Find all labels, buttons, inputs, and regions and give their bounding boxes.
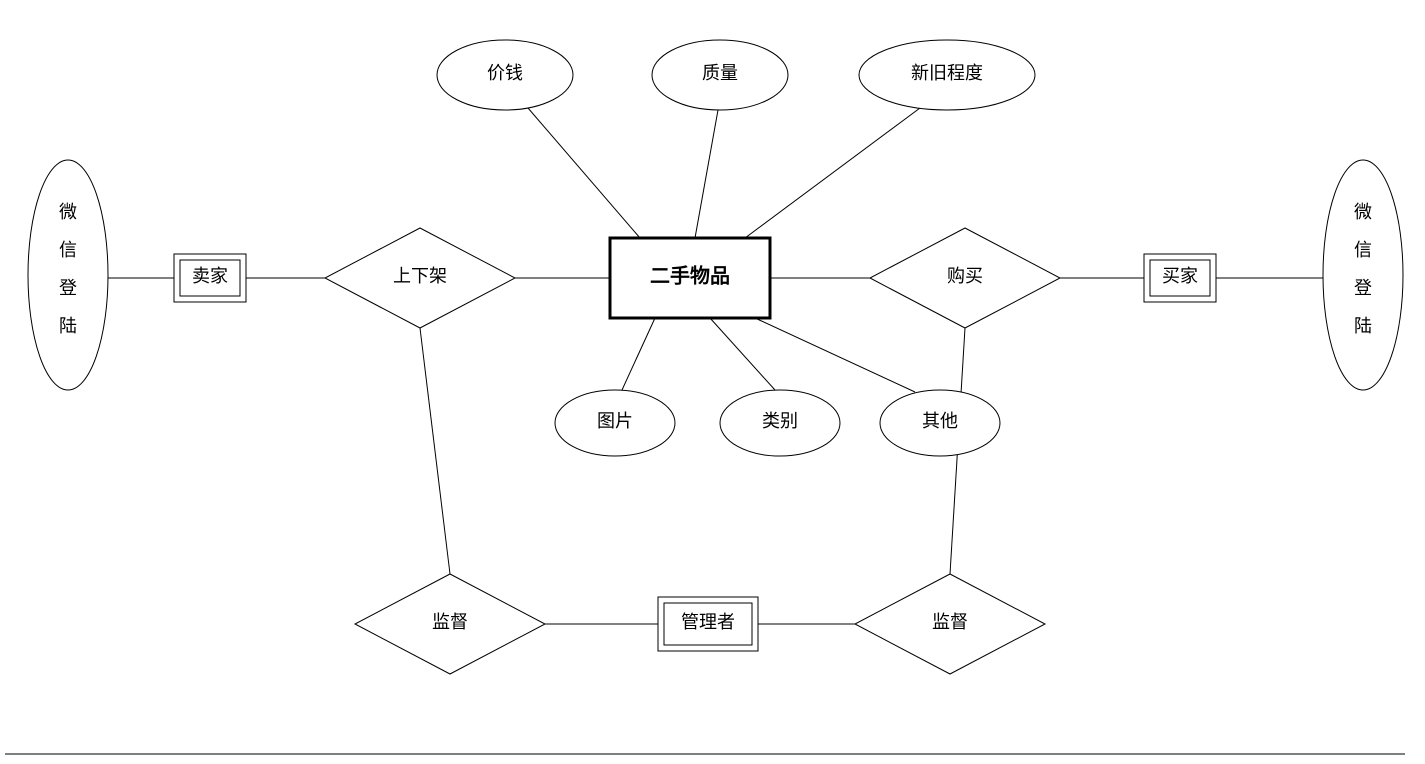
attr-wechat-login-right: 微 信 登 陆 xyxy=(1323,160,1403,390)
rel-supervise-left: 监督 xyxy=(355,574,545,674)
attr-wechat-login-right-char3: 登 xyxy=(1354,278,1372,298)
rel-supervise-right-label: 监督 xyxy=(932,612,968,632)
attr-quality-label: 质量 xyxy=(702,63,738,83)
attr-quality: 质量 xyxy=(652,40,788,110)
attr-category: 类别 xyxy=(720,390,840,456)
entity-item: 二手物品 xyxy=(610,238,770,318)
attr-wechat-login-left-char2: 信 xyxy=(59,240,77,260)
er-diagram: 微 信 登 陆 微 信 登 陆 价钱 质量 新旧程度 图片 类别 其他 xyxy=(0,0,1425,764)
edge-item-category xyxy=(710,318,775,390)
attr-image-label: 图片 xyxy=(597,411,633,431)
attr-wechat-login-right-char2: 信 xyxy=(1354,240,1372,260)
edge-item-quality xyxy=(695,110,718,238)
entity-buyer: 买家 xyxy=(1144,254,1216,302)
attr-other: 其他 xyxy=(880,390,1000,456)
attr-condition: 新旧程度 xyxy=(859,40,1035,110)
attr-price: 价钱 xyxy=(437,40,573,110)
entity-admin-label: 管理者 xyxy=(681,612,735,632)
edge-item-condition xyxy=(745,108,920,238)
edge-item-image xyxy=(622,318,655,390)
rel-supervise-left-label: 监督 xyxy=(432,612,468,632)
attr-category-label: 类别 xyxy=(762,411,798,431)
rel-shelving: 上下架 xyxy=(325,228,515,328)
rel-supervise-right: 监督 xyxy=(855,574,1045,674)
edge-item-price xyxy=(528,108,640,238)
attr-wechat-login-left-char3: 登 xyxy=(59,278,77,298)
edges xyxy=(108,108,1323,624)
rel-shelving-label: 上下架 xyxy=(393,266,447,286)
edge-item-other xyxy=(755,318,915,392)
attr-condition-label: 新旧程度 xyxy=(911,63,983,83)
edge-shelving-supervise-left xyxy=(420,328,450,574)
attr-wechat-login-left-char1: 微 xyxy=(59,202,77,222)
attr-wechat-login-left-char4: 陆 xyxy=(59,316,77,336)
attr-wechat-login-right-char1: 微 xyxy=(1354,202,1372,222)
rel-purchase: 购买 xyxy=(870,228,1060,328)
attr-price-label: 价钱 xyxy=(487,63,523,83)
attr-wechat-login-left: 微 信 登 陆 xyxy=(28,160,108,390)
attr-image: 图片 xyxy=(555,390,675,456)
attr-other-label: 其他 xyxy=(922,411,958,431)
attr-wechat-login-right-char4: 陆 xyxy=(1354,316,1372,336)
entity-admin: 管理者 xyxy=(658,597,758,651)
entity-seller: 卖家 xyxy=(174,254,246,302)
entity-item-label: 二手物品 xyxy=(650,264,730,288)
entity-seller-label: 卖家 xyxy=(192,266,228,286)
entity-buyer-label: 买家 xyxy=(1162,266,1198,286)
rel-purchase-label: 购买 xyxy=(947,266,983,286)
